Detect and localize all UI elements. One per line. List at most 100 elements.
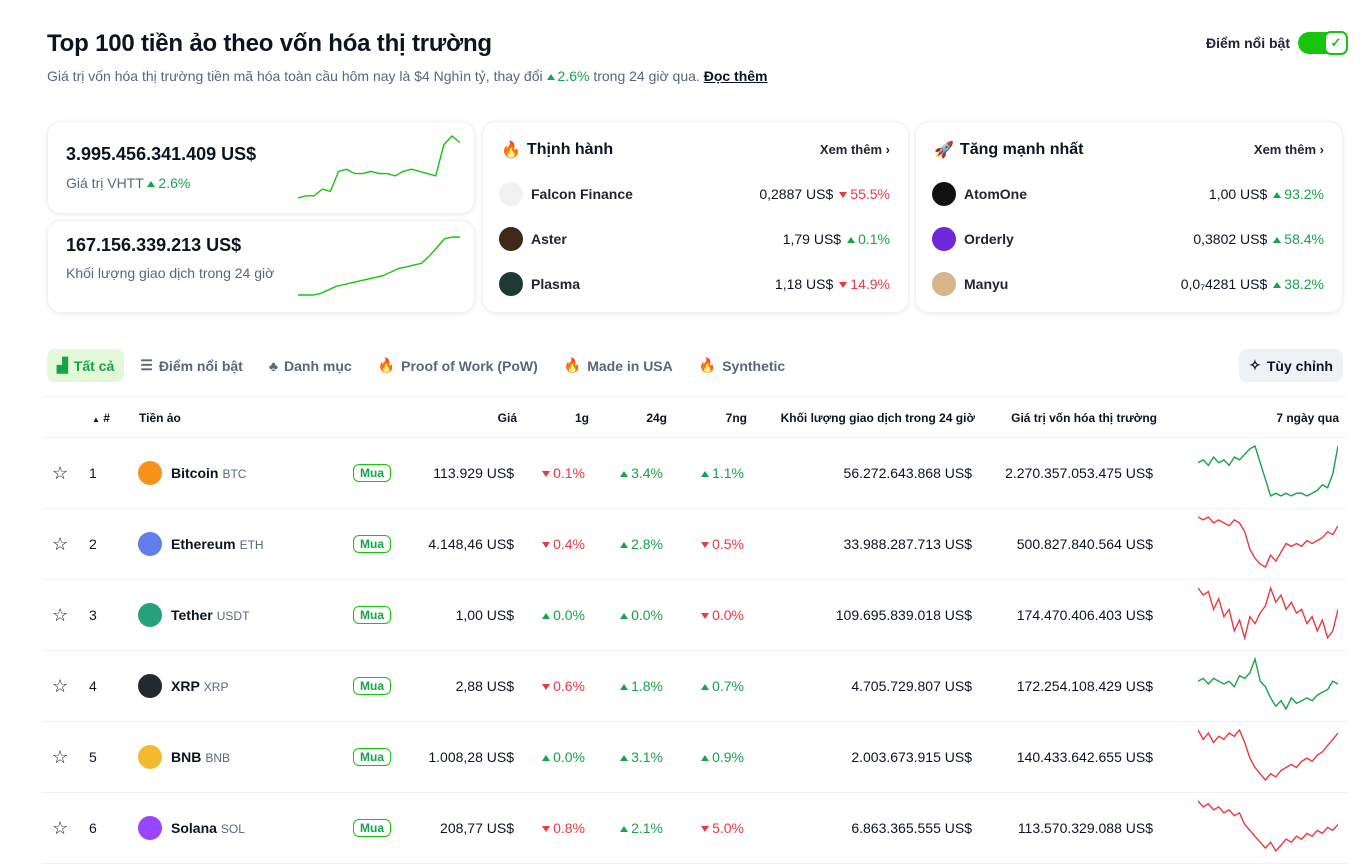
page-subtitle: Giá trị vốn hóa thị trường tiền mã hóa t… [47,68,768,84]
tab-2[interactable]: ♣ Danh mục [268,357,352,374]
chart-header: 7 ngày qua [1276,411,1339,425]
star-icon[interactable]: ☆ [52,463,69,483]
star-icon[interactable]: ☆ [52,605,69,625]
buy-button[interactable]: Mua [353,819,391,837]
coin-name-link[interactable]: Solana SOL [171,820,245,836]
gainers-item[interactable]: Manyu 0,0₇4281 US$ 38.2% [932,272,1324,296]
caret-up-icon [701,683,710,690]
price-header[interactable]: Giá [497,411,517,425]
gainers-item[interactable]: Orderly 0,3802 US$ 58.4% [932,227,1324,251]
sparkline-path [1198,516,1338,568]
caret-down-icon [701,541,710,548]
buy-button[interactable]: Mua [353,748,391,766]
caret-down-icon [701,825,710,832]
market-cap-card[interactable]: 3.995.456.341.409 US$ Giá trị VHTT 2.6% [47,121,475,214]
volume-card[interactable]: 167.156.339.213 US$ Khối lượng giao dịch… [47,220,475,313]
caret-up-icon [147,180,156,187]
tab-1[interactable]: ☰ Điểm nổi bật [140,357,243,374]
tab-5[interactable]: 🔥 Synthetic [698,357,786,374]
sort-rank-header[interactable]: ▲ # [92,411,110,425]
caret-down-icon [701,612,710,619]
coin-name-link[interactable]: Ethereum ETH [171,536,264,552]
table-row[interactable]: ☆ 4 XRP XRP Mua 2,88 US$ 0.6% 1.8% 0.7% 4… [42,651,1347,722]
caret-up-icon [542,754,551,761]
caret-up-icon [542,612,551,619]
market-cap-sparkline [298,135,460,199]
trending-see-more[interactable]: Xem thêm › [819,142,890,157]
highlights-toggle[interactable]: Điểm nổi bật ✓ [1206,31,1348,55]
7d-sparkline [1198,800,1338,853]
customize-button[interactable]: ✧ Tùy chỉnh [1239,349,1343,382]
table-row[interactable]: ☆ 1 Bitcoin BTC Mua 113.929 US$ 0.1% 3.4%… [42,438,1347,509]
table-row[interactable]: ☆ 5 BNB BNB Mua 1.008,28 US$ 0.0% 3.1% 0.… [42,722,1347,793]
caret-up-icon [1273,236,1282,243]
coin-name-link[interactable]: BNB BNB [171,749,231,765]
tab-3[interactable]: 🔥 Proof of Work (PoW) [377,357,538,374]
caret-down-icon [542,683,551,690]
h24-header[interactable]: 24g [646,411,667,425]
tab-icon: 🔥 [698,357,717,373]
caret-up-icon [620,683,629,690]
caret-down-icon [542,825,551,832]
d7-header[interactable]: 7ng [725,411,747,425]
volume-header[interactable]: Khối lượng giao dịch trong 24 giờ [780,411,975,425]
tab-icon: ♣ [268,357,279,374]
volume-sparkline [298,236,460,296]
caret-up-icon [1273,281,1282,288]
caret-up-icon [1273,191,1282,198]
sparkline-path [1198,586,1338,640]
buy-button[interactable]: Mua [353,677,391,695]
coin-logo-icon [499,227,523,251]
table-row[interactable]: ☆ 3 Tether USDT Mua 1,00 US$ 0.0% 0.0% 0.… [42,580,1347,651]
caret-down-icon [839,191,848,198]
read-more-link[interactable]: Đọc thêm [703,68,768,84]
buy-button[interactable]: Mua [353,606,391,624]
star-icon[interactable]: ☆ [52,534,69,554]
coin-header[interactable]: Tiền ảo [139,411,181,425]
7d-sparkline [1198,728,1338,782]
coin-logo-icon [138,745,162,769]
fire-icon: 🔥 [501,142,521,159]
sparkline-path [1198,800,1338,853]
tab-icon: ☰ [140,357,153,373]
sparkline-path [1198,444,1338,498]
tab-icon: 🔥 [377,357,396,373]
table-row[interactable]: ☆ 6 Solana SOL Mua 208,77 US$ 0.8% 2.1% 5… [42,793,1347,864]
h1-header[interactable]: 1g [574,411,589,425]
coin-name-link[interactable]: Tether USDT [171,607,250,623]
coin-name-link[interactable]: XRP XRP [171,678,229,694]
buy-button[interactable]: Mua [353,535,391,553]
coin-logo-icon [499,272,523,296]
coin-logo-icon [138,461,162,485]
coin-logo-icon [499,182,523,206]
7d-sparkline [1198,516,1338,568]
gainers-see-more[interactable]: Xem thêm › [1253,142,1324,157]
tab-4[interactable]: 🔥 Made in USA [563,357,673,374]
coin-logo-icon [138,674,162,698]
trending-item[interactable]: Plasma 1,18 US$ 14.9% [499,272,890,296]
tab-0[interactable]: ▟ Tất cả [47,349,125,382]
7d-sparkline [1198,586,1338,640]
star-icon[interactable]: ☆ [52,676,69,696]
sparkline-path [298,135,460,199]
caret-up-icon [620,612,629,619]
star-icon[interactable]: ☆ [52,747,69,767]
7d-sparkline [1198,657,1338,711]
coin-logo-icon [932,227,956,251]
star-icon[interactable]: ☆ [52,818,69,838]
mcap-header[interactable]: Giá trị vốn hóa thị trường [1011,411,1157,425]
gainers-card: 🚀 Tăng mạnh nhất Xem thêm › AtomOne 1,00 U… [915,121,1343,313]
caret-up-icon [847,236,856,243]
caret-up-icon [701,470,710,477]
7d-sparkline [1198,444,1338,498]
trending-item[interactable]: Falcon Finance 0,2887 US$ 55.5% [499,182,890,206]
toggle-switch[interactable]: ✓ [1298,31,1348,55]
table-row[interactable]: ☆ 2 Ethereum ETH Mua 4.148,46 US$ 0.4% 2.… [42,509,1347,580]
sparkline-path [298,236,460,296]
coin-name-link[interactable]: Bitcoin BTC [171,465,247,481]
trending-item[interactable]: Aster 1,79 US$ 0.1% [499,227,890,251]
gainers-item[interactable]: AtomOne 1,00 US$ 93.2% [932,182,1324,206]
buy-button[interactable]: Mua [353,464,391,482]
coin-logo-icon [138,603,162,627]
sparkline-path [1198,657,1338,711]
